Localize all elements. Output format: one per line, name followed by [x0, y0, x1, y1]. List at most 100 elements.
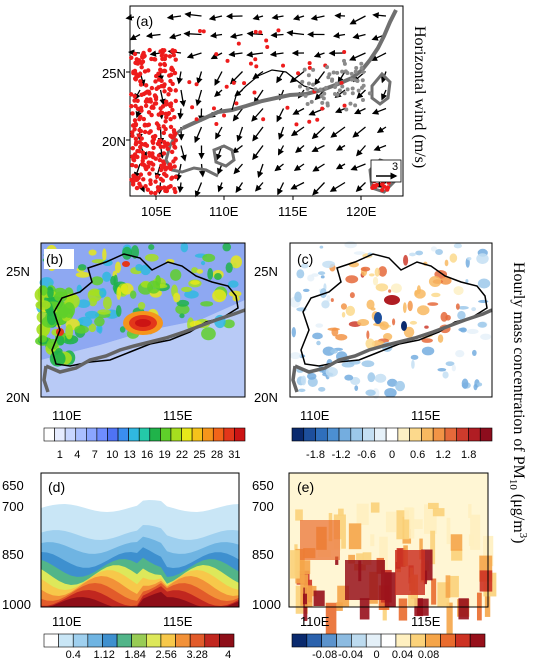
colorbar-swatch: [161, 634, 176, 647]
anomaly-cell: [307, 373, 316, 380]
pm10-site: [149, 191, 153, 195]
pm10-site: [198, 29, 202, 33]
colorbar-swatch: [327, 428, 339, 441]
wind-vector: [272, 35, 284, 36]
anomaly-cell: [476, 253, 488, 264]
panel-e-label: (e): [297, 479, 314, 495]
anomaly-cell: [385, 572, 396, 607]
pm10-site: [170, 108, 174, 112]
anomaly-cell: [431, 293, 440, 297]
colorbar-swatch: [480, 428, 492, 441]
anomaly-cell: [356, 553, 363, 560]
pm10-site: [144, 104, 148, 108]
coastal-site: [310, 100, 314, 104]
colorbar-swatch: [44, 428, 55, 441]
panel-e-ytick-850: 850: [252, 547, 274, 562]
pm10-site: [167, 87, 171, 91]
colorbar-tick-label: -0.04: [338, 649, 363, 659]
anomaly-cell: [451, 549, 462, 561]
coastal-site: [348, 102, 352, 106]
panel-d-label: (d): [48, 479, 65, 495]
pm10-site: [141, 177, 145, 181]
colorbar-tick-label: 1.12: [94, 649, 115, 659]
concentration-cell: [145, 254, 159, 262]
pm10-site: [147, 48, 151, 52]
concentration-cell: [76, 272, 91, 278]
anomaly-cell: [370, 534, 374, 546]
colorbar-swatch: [86, 428, 97, 441]
pm10-site: [143, 130, 147, 134]
concentration-cell: [102, 248, 106, 261]
pm10-site: [131, 123, 135, 127]
pm10-site: [157, 126, 161, 130]
pm10-site: [172, 115, 176, 119]
anomaly-cell: [442, 371, 448, 378]
colorbar-tick-label: 0.4: [66, 649, 81, 659]
coastal-site: [307, 73, 311, 77]
coastal-site: [354, 70, 358, 74]
colorbar-tick-label: -1.8: [306, 449, 325, 461]
panel-e-ytick-700: 700: [252, 499, 274, 514]
pm10-site: [131, 180, 135, 184]
pm10-site: [150, 86, 154, 90]
colorbar-tick-label: 0.6: [410, 449, 425, 461]
coastal-site: [326, 75, 330, 79]
pm10-site: [138, 115, 142, 119]
anomaly-cell: [295, 509, 303, 520]
pm10-site: [131, 70, 135, 74]
panel-b-colorbar: 1 4 7 10 13 16 19 22 25 28 31: [44, 428, 245, 461]
pm10-site: [153, 191, 157, 195]
anomaly-cell: [441, 312, 448, 322]
pm10-site: [141, 150, 145, 154]
pm10-site: [162, 84, 166, 88]
colorbar-tick-label: 1.84: [124, 649, 145, 659]
concentration-cell: [35, 300, 50, 310]
pm10-site: [162, 131, 166, 135]
anomaly-cell: [409, 253, 416, 257]
anomaly-core: [401, 321, 407, 331]
colorbar-swatch: [351, 634, 366, 647]
pm10-site: [173, 145, 177, 149]
panel-a: 3 (a) 25N 20N 105E 110E 115E 120E: [102, 6, 403, 219]
colorbar-tick-label: -0.08: [312, 649, 337, 659]
pm10-site: [174, 99, 178, 103]
pm10-site: [160, 111, 164, 115]
concentration-cell: [116, 287, 121, 300]
pm10-site: [129, 56, 133, 60]
pm10-site: [249, 62, 253, 66]
colorbar-tick-label: 4: [225, 649, 231, 659]
anomaly-cell: [428, 503, 439, 509]
concentration-cell: [181, 242, 189, 252]
pm10-site: [129, 92, 133, 96]
concentration-cell: [197, 269, 203, 274]
pm10-site: [163, 127, 167, 131]
colorbar-swatch: [351, 428, 363, 441]
colorbar-swatch: [468, 428, 480, 441]
pm10-side-label-main: Hourly mass concentration of PM: [510, 262, 527, 479]
pm10-site: [170, 150, 174, 154]
anomaly-cell: [478, 322, 487, 328]
concentration-cell: [88, 288, 102, 301]
anomaly-cell: [331, 327, 338, 336]
colorbar-swatch: [386, 428, 398, 441]
pm10-site: [149, 161, 153, 165]
anomaly-cell: [376, 283, 389, 291]
pm10-site: [174, 88, 178, 92]
max-concentration-core: [135, 319, 151, 327]
pm10-site: [157, 139, 161, 143]
pm10-site: [234, 101, 238, 105]
anomaly-cell: [331, 298, 334, 302]
pm10-site: [285, 106, 289, 110]
anomaly-cell: [311, 273, 318, 277]
coastal-site: [322, 92, 326, 96]
colorbar-swatch: [457, 428, 469, 441]
pm10-site: [144, 155, 148, 159]
coastal-site: [340, 84, 344, 88]
pm10-site: [134, 142, 138, 146]
colorbar-tick-label: 28: [211, 449, 223, 461]
panel-c-label: (c): [297, 251, 313, 267]
anomaly-cell: [375, 374, 387, 383]
pm10-site: [161, 159, 165, 163]
colorbar-swatch: [190, 634, 205, 647]
colorbar-swatch: [337, 634, 352, 647]
